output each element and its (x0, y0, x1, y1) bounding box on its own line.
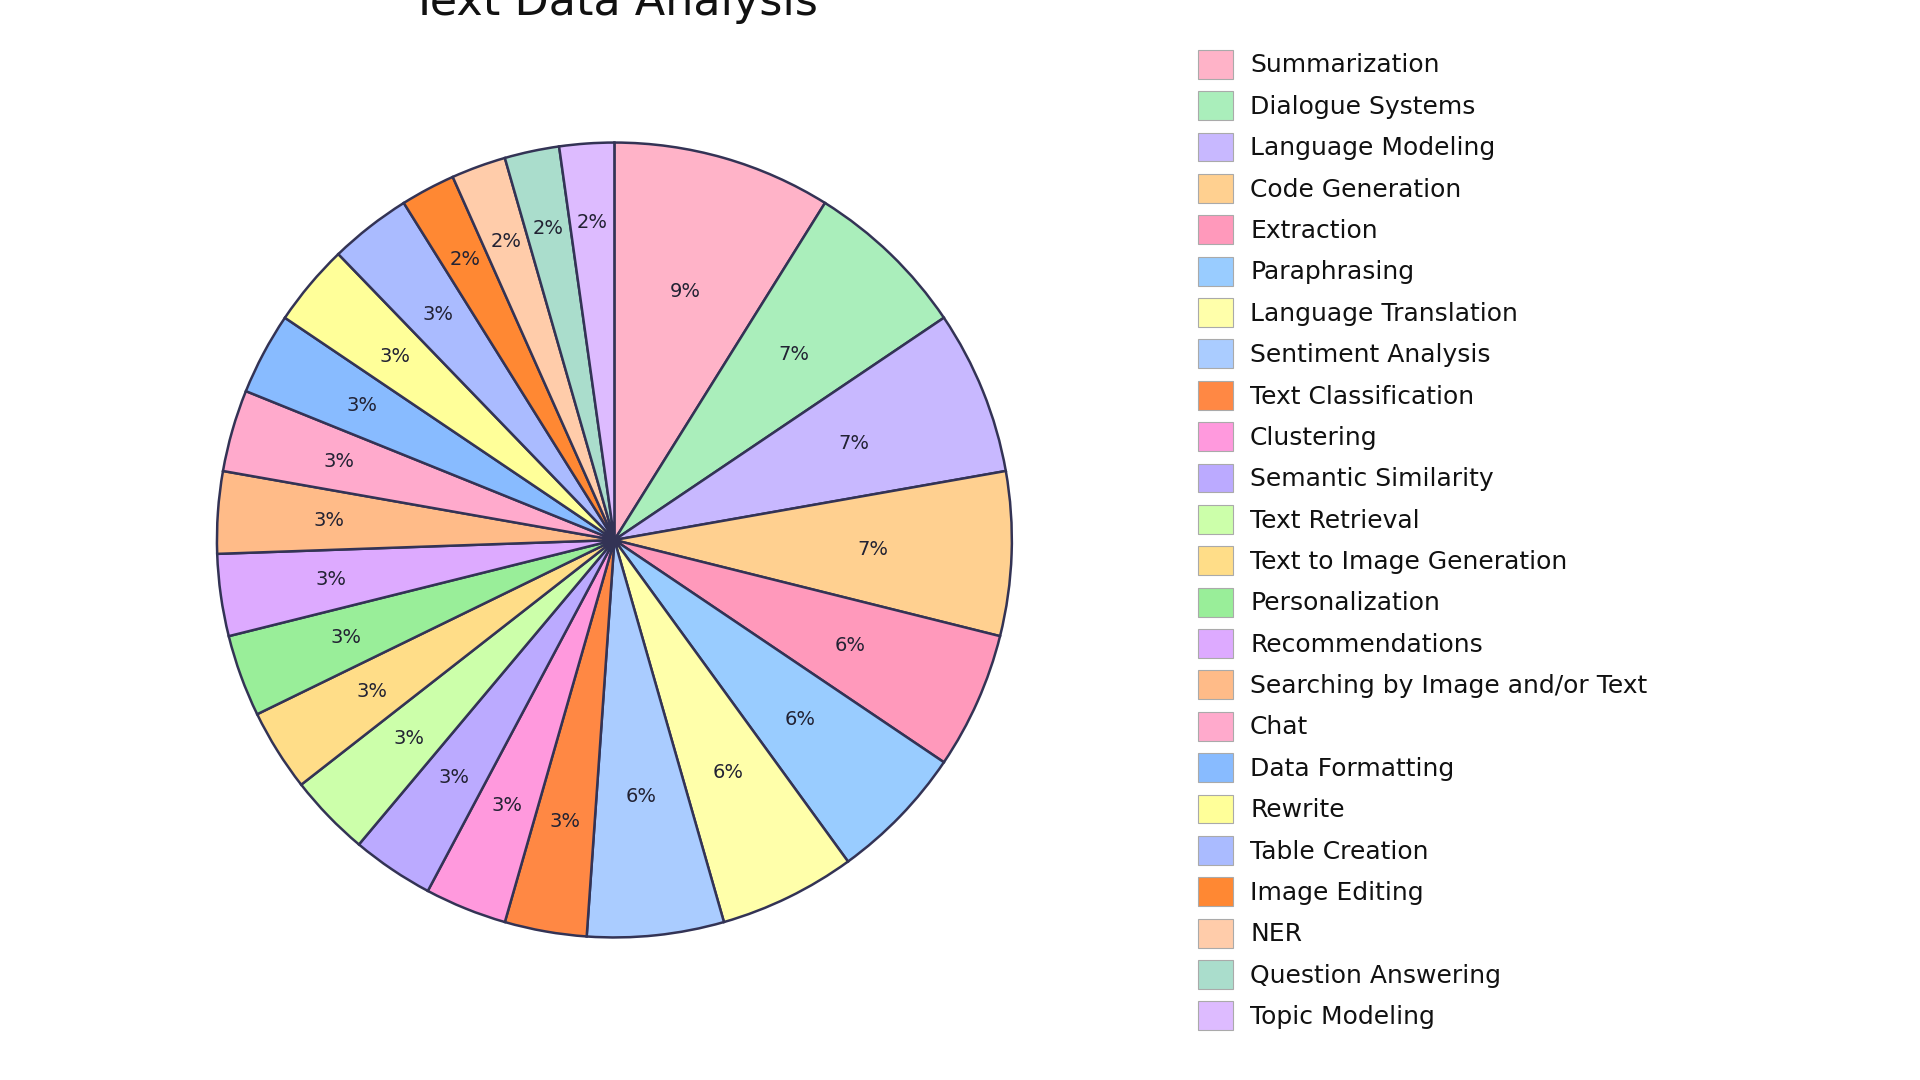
Wedge shape (614, 203, 945, 540)
Wedge shape (588, 540, 724, 937)
Text: 3%: 3% (324, 451, 355, 471)
Text: 9%: 9% (670, 282, 701, 301)
Wedge shape (359, 540, 614, 891)
Text: 3%: 3% (422, 305, 453, 324)
Text: 3%: 3% (357, 683, 388, 701)
Wedge shape (223, 391, 614, 540)
Text: 6%: 6% (785, 710, 816, 729)
Text: 7%: 7% (839, 434, 870, 453)
Wedge shape (614, 143, 826, 540)
Wedge shape (453, 158, 614, 540)
Wedge shape (217, 471, 614, 554)
Legend: Summarization, Dialogue Systems, Language Modeling, Code Generation, Extraction,: Summarization, Dialogue Systems, Languag… (1188, 40, 1657, 1040)
Wedge shape (301, 540, 614, 845)
Text: 3%: 3% (440, 768, 470, 786)
Wedge shape (614, 540, 1000, 762)
Wedge shape (505, 540, 614, 936)
Text: 2%: 2% (449, 249, 480, 269)
Wedge shape (614, 540, 945, 862)
Wedge shape (403, 177, 614, 540)
Text: 2%: 2% (490, 232, 520, 251)
Wedge shape (228, 540, 614, 714)
Wedge shape (338, 203, 614, 540)
Wedge shape (559, 143, 614, 540)
Text: 3%: 3% (330, 629, 361, 647)
Title: Text Data Analysis: Text Data Analysis (411, 0, 818, 25)
Text: 3%: 3% (492, 796, 522, 814)
Wedge shape (614, 540, 849, 922)
Wedge shape (614, 471, 1012, 636)
Wedge shape (217, 540, 614, 636)
Wedge shape (505, 147, 614, 540)
Text: 6%: 6% (835, 635, 866, 654)
Text: 7%: 7% (778, 345, 810, 364)
Wedge shape (614, 318, 1006, 540)
Text: 3%: 3% (549, 812, 580, 832)
Wedge shape (246, 318, 614, 540)
Text: 6%: 6% (626, 787, 657, 807)
Text: 3%: 3% (380, 347, 411, 365)
Text: 6%: 6% (712, 762, 743, 782)
Text: 7%: 7% (856, 540, 889, 558)
Text: 3%: 3% (394, 729, 424, 748)
Text: 3%: 3% (313, 511, 344, 529)
Text: 2%: 2% (576, 214, 609, 232)
Text: 2%: 2% (532, 219, 564, 239)
Wedge shape (257, 540, 614, 785)
Wedge shape (284, 254, 614, 540)
Text: 3%: 3% (346, 396, 376, 415)
Text: 3%: 3% (315, 570, 346, 590)
Wedge shape (428, 540, 614, 922)
